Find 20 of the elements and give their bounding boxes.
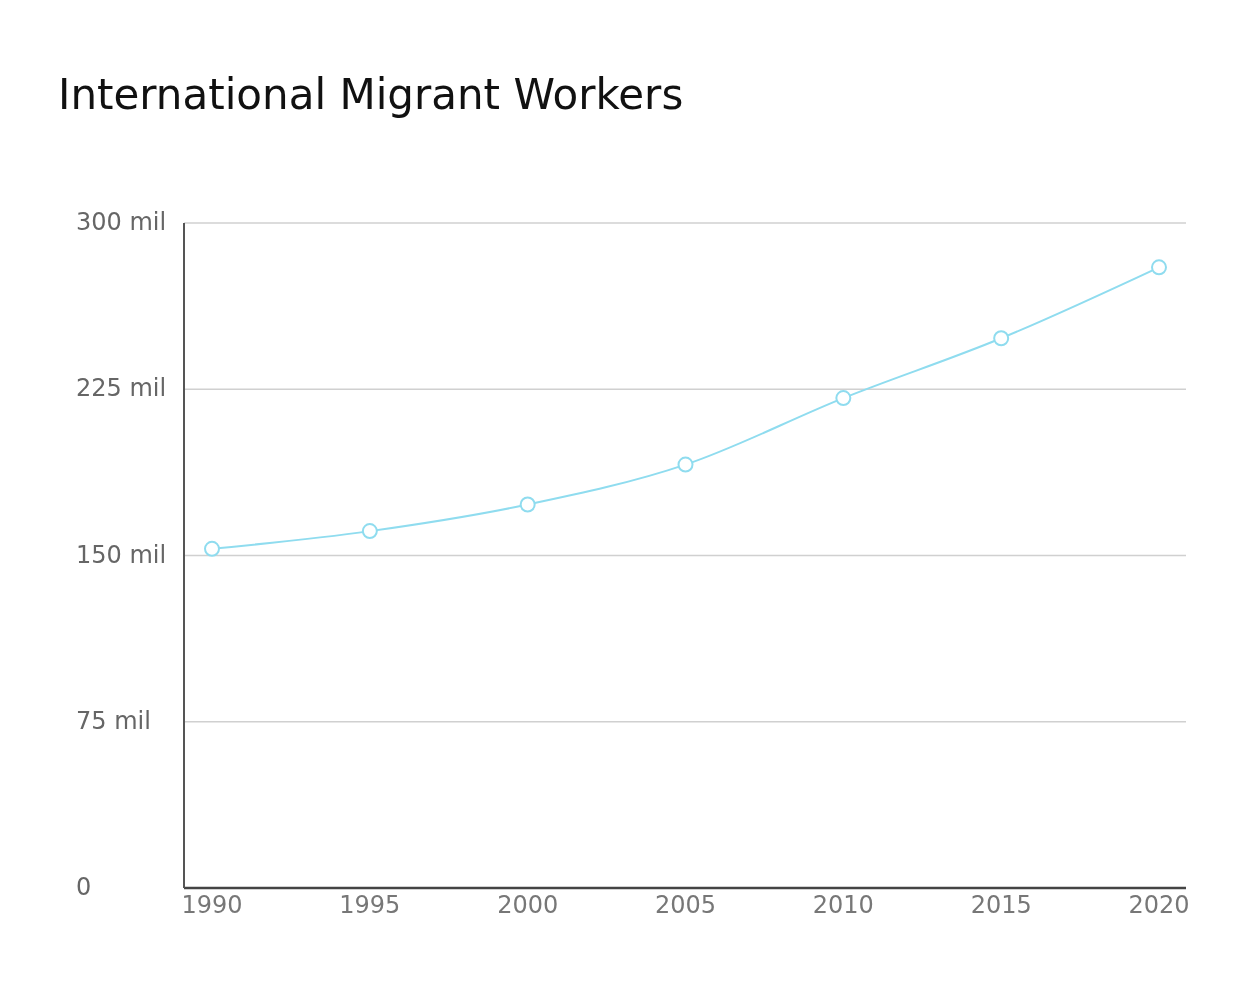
point bbox=[1151, 259, 1167, 276]
chart-title: International Migrant Workers bbox=[58, 70, 684, 119]
x-tick-label: 2005 bbox=[654, 891, 717, 920]
point bbox=[361, 523, 378, 540]
y-tick-label: 300 mil bbox=[76, 208, 167, 236]
point bbox=[835, 390, 852, 407]
y-tick-label: 0 bbox=[76, 873, 92, 901]
point bbox=[677, 456, 694, 473]
y-tick-label: 75 mil bbox=[76, 706, 151, 735]
y-tick-label: 225 mil bbox=[76, 374, 167, 403]
point bbox=[993, 330, 1010, 347]
x-tick-label: 2010 bbox=[812, 891, 874, 920]
x-tick-label: 1995 bbox=[339, 891, 401, 920]
x-tick-label: 2015 bbox=[970, 891, 1032, 920]
point bbox=[204, 540, 220, 557]
x-tick-label: 2000 bbox=[497, 891, 559, 920]
point bbox=[519, 496, 536, 513]
y-tick-label: 150 mil bbox=[76, 540, 167, 569]
x-tick-label: 1990 bbox=[181, 891, 243, 920]
x-tick-label: 2020 bbox=[1128, 891, 1190, 920]
